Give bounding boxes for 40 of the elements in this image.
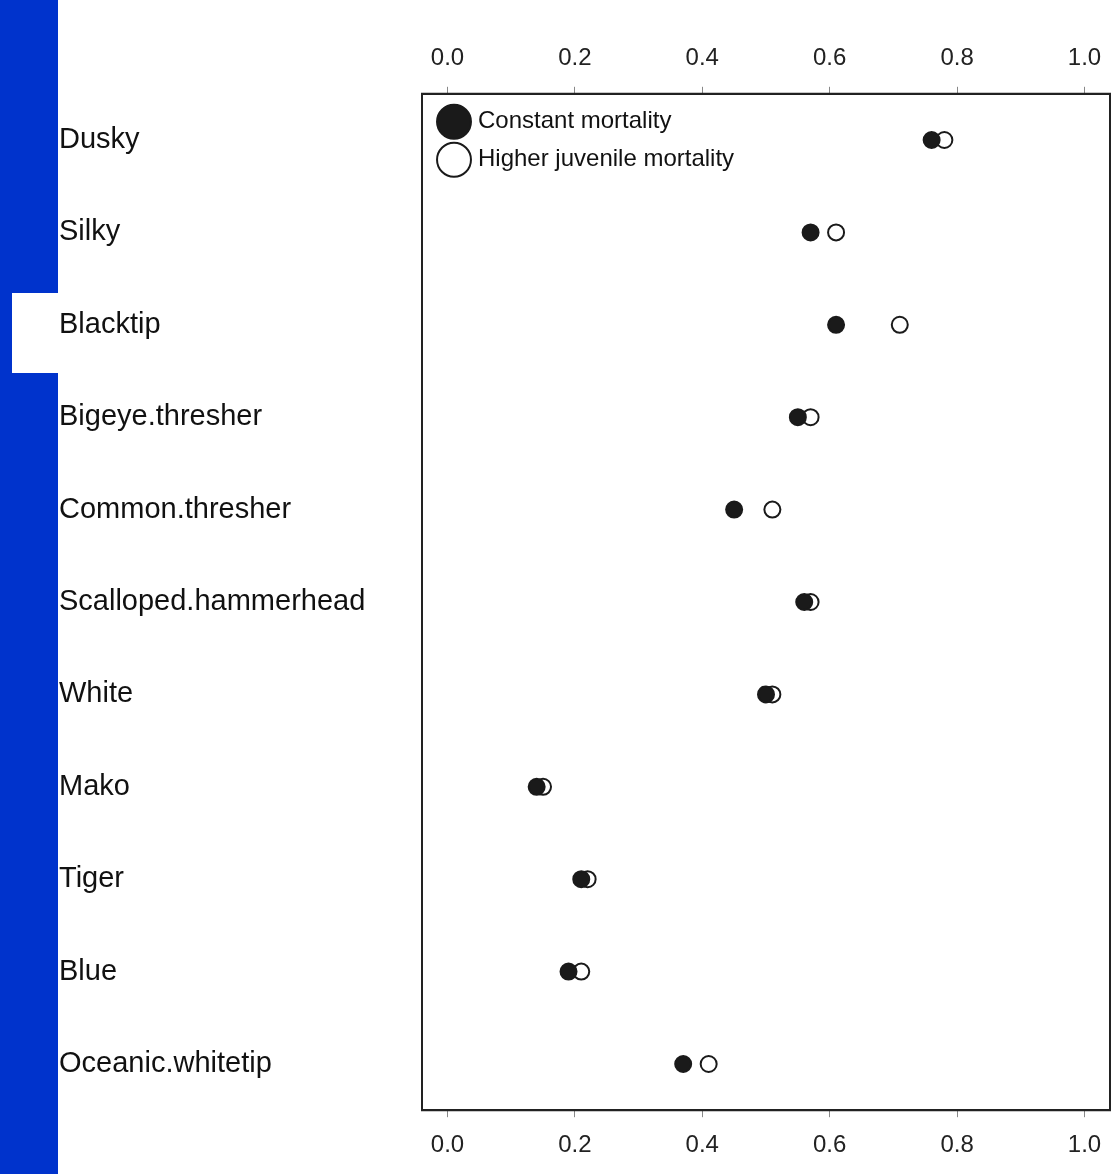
point <box>827 315 846 334</box>
point <box>922 131 941 149</box>
x-tick-label: 1.0 <box>1067 43 1102 71</box>
y-tick-label: Dusky <box>59 122 141 154</box>
x-tick-label: 0.6 <box>813 43 847 71</box>
point <box>827 223 846 242</box>
y-tick-label: Scalloped.hammerhead <box>59 584 366 616</box>
x2-tick-label: 0.0 <box>430 1130 465 1158</box>
point <box>559 962 578 981</box>
y-tick-label: Oceanic.whitetip <box>59 1046 272 1078</box>
y-tick-label: Tiger <box>59 861 125 894</box>
x2-tick-label: 0.2 <box>558 1130 592 1158</box>
x2-tick-label: 0.8 <box>940 1130 974 1158</box>
x2-tick-label: 0.4 <box>685 1130 719 1158</box>
x2-tick-label: 0.6 <box>813 1130 847 1158</box>
point <box>788 408 807 427</box>
x-tick-label: 0.2 <box>558 43 592 71</box>
point <box>795 593 814 611</box>
y-tick-label: Silky <box>59 214 121 247</box>
legend-label: Constant mortality <box>478 106 672 134</box>
x-tick-label: 0.0 <box>430 43 465 71</box>
point <box>527 777 546 796</box>
point <box>572 870 591 889</box>
point <box>757 685 775 704</box>
y-tick-label: Mako <box>59 768 130 801</box>
point <box>890 315 909 334</box>
y-tick-label: Blue <box>59 953 118 986</box>
y-tick-label: Bigeye.thresher <box>59 399 263 432</box>
point <box>674 1055 693 1073</box>
y-tick-label: Blacktip <box>59 306 161 339</box>
y-tick-label: Common.thresher <box>59 491 292 524</box>
point <box>699 1055 718 1073</box>
legend-label: Higher juvenile mortality <box>478 144 735 172</box>
y-tick-label: White <box>59 676 134 709</box>
x-tick-label: 0.8 <box>940 43 974 71</box>
x-tick-label: 0.4 <box>685 43 719 71</box>
point <box>763 500 782 519</box>
point <box>801 223 820 242</box>
x2-tick-label: 1.0 <box>1067 1130 1102 1158</box>
point <box>725 500 744 519</box>
